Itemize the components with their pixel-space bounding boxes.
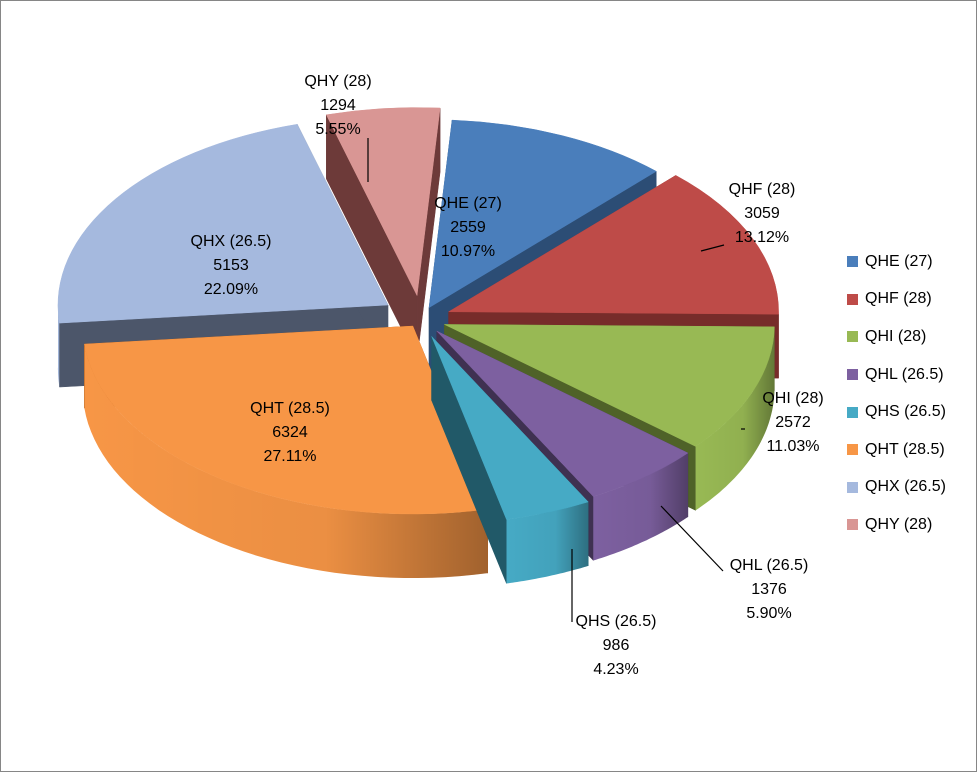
data-label-line: 22.09% <box>204 281 258 298</box>
legend-item: QHY (28) <box>847 506 973 544</box>
legend-label: QHS (26.5) <box>865 403 946 421</box>
data-label: QHI (28) 2572 11.03% <box>762 390 823 455</box>
slice-outer-wall-shade <box>57 303 60 388</box>
data-label-line: 13.12% <box>735 229 789 246</box>
pie-slice <box>325 107 441 360</box>
legend-item: QHF (28) <box>847 281 973 319</box>
data-label: QHS (26.5) 986 4.23% <box>576 613 657 678</box>
legend-label: QHT (28.5) <box>865 440 945 458</box>
data-label-line: 11.03% <box>766 438 819 455</box>
data-label-line: 1294 <box>320 97 356 114</box>
data-label: QHE (27) 2559 10.97% <box>434 195 502 260</box>
data-label: QHX (26.5) 5153 22.09% <box>191 233 272 298</box>
legend-swatch <box>847 331 858 343</box>
data-label-line: 2559 <box>450 219 486 236</box>
leader-line <box>660 505 724 572</box>
data-label-line: 1376 <box>751 581 787 598</box>
data-label-line: QHF (28) <box>729 181 796 198</box>
data-label-line: 2572 <box>775 414 811 431</box>
legend-item: QHE (27) <box>847 243 973 281</box>
data-label-line: 986 <box>603 637 630 654</box>
data-label: QHY (28) 1294 5.55% <box>304 73 371 138</box>
legend-item: QHL (26.5) <box>847 356 973 394</box>
legend-label: QHF (28) <box>865 290 932 308</box>
data-label-line: 3059 <box>744 205 780 222</box>
slice-top <box>57 124 389 324</box>
data-label-line: QHI (28) <box>762 390 823 407</box>
data-label-line: QHX (26.5) <box>191 233 272 250</box>
data-label-line: QHY (28) <box>304 73 371 90</box>
legend-label: QHX (26.5) <box>865 478 946 496</box>
data-label-line: QHS (26.5) <box>576 613 657 630</box>
data-label: QHF (28) 3059 13.12% <box>729 181 796 246</box>
legend-label: QHE (27) <box>865 252 933 270</box>
slice-top <box>84 325 489 515</box>
legend-swatch <box>847 481 858 493</box>
legend-item: QHI (28) <box>847 318 973 356</box>
legend-swatch <box>847 369 858 381</box>
slice-outer-wall-shade <box>593 453 688 561</box>
data-label-line: 4.23% <box>593 661 638 678</box>
legend-swatch <box>847 444 858 456</box>
legend-item: QHS (26.5) <box>847 393 973 431</box>
slice-outer-wall-shade <box>506 501 589 584</box>
legend-swatch <box>847 519 858 531</box>
data-label-line: QHT (28.5) <box>250 400 330 417</box>
data-label-line: QHE (27) <box>434 195 502 212</box>
slice-top <box>325 107 441 297</box>
data-label-line: 5.90% <box>746 605 791 622</box>
legend-label: QHI (28) <box>865 327 927 345</box>
legend-label: QHL (26.5) <box>865 365 944 383</box>
data-label: QHT (28.5) 6324 27.11% <box>250 400 330 465</box>
legend-label: QHY (28) <box>865 515 933 533</box>
leader-line <box>700 244 725 252</box>
pie-slice <box>431 335 589 584</box>
slice-top <box>428 119 657 309</box>
pie-slices <box>57 107 779 584</box>
slice-top <box>447 175 779 315</box>
legend-swatch <box>847 293 858 305</box>
data-label-line: 5.55% <box>315 121 360 138</box>
data-label-line: 27.11% <box>263 448 316 465</box>
slice-outer-wall-shade <box>84 344 488 578</box>
slice-top <box>444 324 775 447</box>
leader-lines <box>367 138 745 622</box>
slice-top <box>431 336 589 520</box>
legend-swatch <box>847 406 858 418</box>
legend-item: QHT (28.5) <box>847 431 973 469</box>
legend: QHE (27) QHF (28) QHI (28) QHL (26.5) QHS (2… <box>847 243 973 544</box>
data-label-line: 6324 <box>272 424 308 441</box>
data-label-line: QHL (26.5) <box>730 557 809 574</box>
data-label: QHL (26.5) 1376 5.90% <box>730 557 809 622</box>
data-label-line: 5153 <box>213 257 249 274</box>
legend-swatch <box>847 256 858 268</box>
slice-top <box>436 330 689 497</box>
data-labels: QHE (27) 2559 10.97% QHF (28) 3059 13.12% QHI … <box>191 73 824 678</box>
legend-item: QHX (26.5) <box>847 469 973 507</box>
slice-outer-wall-shade <box>695 326 775 511</box>
data-label-line: 10.97% <box>441 243 495 260</box>
